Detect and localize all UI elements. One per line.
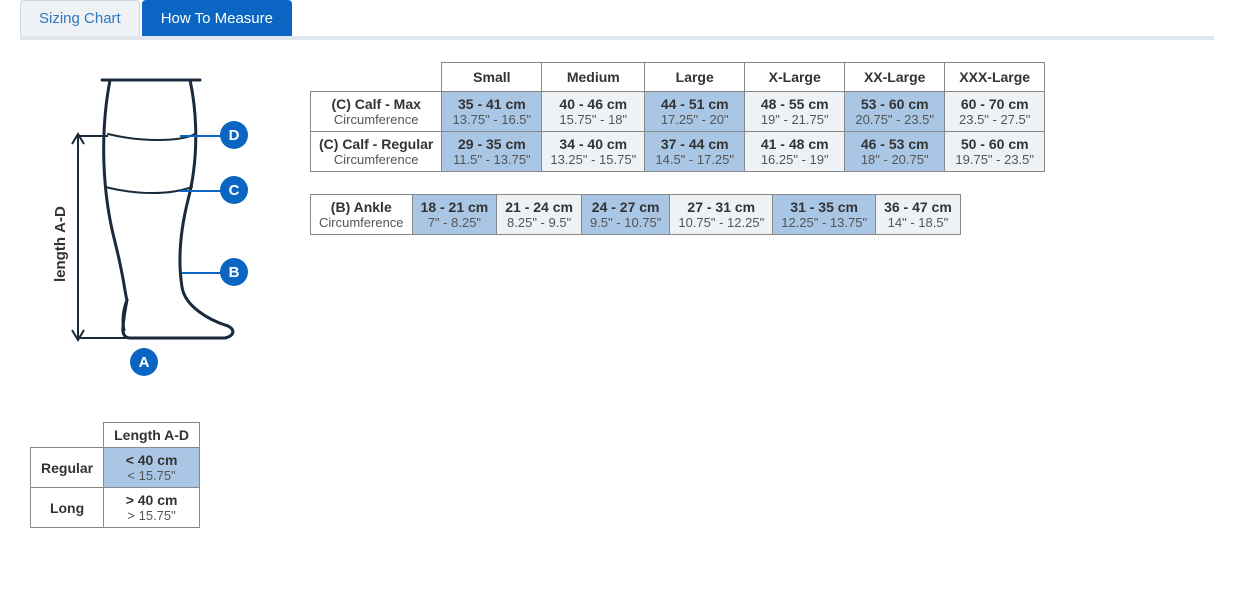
tab-bar: Sizing Chart How To Measure — [20, 0, 1214, 40]
marker-c: C — [220, 176, 248, 204]
size-cell: 24 - 27 cm9.5" - 10.75" — [581, 195, 669, 235]
length-table-header: Length A-D — [104, 423, 200, 448]
marker-line-b — [182, 272, 222, 274]
ankle-size-table: (B) AnkleCircumference18 - 21 cm7" - 8.2… — [310, 194, 961, 235]
size-col-header: X-Large — [745, 63, 845, 92]
length-label: length A-D — [52, 206, 69, 282]
size-cell: 40 - 46 cm15.75" - 18" — [542, 92, 645, 132]
size-col-header: Large — [645, 63, 745, 92]
size-col-header: XXX-Large — [945, 63, 1045, 92]
marker-b: B — [220, 258, 248, 286]
size-row-header: (C) Calf - RegularCircumference — [311, 132, 442, 172]
marker-a: A — [130, 348, 158, 376]
marker-d: D — [220, 121, 248, 149]
length-cell: < 40 cm< 15.75" — [104, 448, 200, 488]
calf-size-table: SmallMediumLargeX-LargeXX-LargeXXX-Large… — [310, 62, 1045, 172]
length-table: Length A-D Regular< 40 cm< 15.75"Long> 4… — [30, 422, 200, 528]
size-row-header: (C) Calf - MaxCircumference — [311, 92, 442, 132]
size-cell: 48 - 55 cm19" - 21.75" — [745, 92, 845, 132]
size-cell: 60 - 70 cm23.5" - 27.5" — [945, 92, 1045, 132]
size-cell: 31 - 35 cm12.25" - 13.75" — [773, 195, 876, 235]
length-row-label: Long — [31, 488, 104, 528]
size-cell: 44 - 51 cm17.25" - 20" — [645, 92, 745, 132]
tab-how-to-measure[interactable]: How To Measure — [142, 0, 292, 36]
size-cell: 36 - 47 cm14" - 18.5" — [876, 195, 961, 235]
leg-diagram: length A-D D C B A Length A-D Regular< 4… — [20, 62, 270, 528]
size-cell: 46 - 53 cm18" - 20.75" — [845, 132, 945, 172]
marker-line-d — [180, 135, 222, 137]
size-cell: 18 - 21 cm7" - 8.25" — [412, 195, 497, 235]
size-cell: 27 - 31 cm10.75" - 12.25" — [670, 195, 773, 235]
size-table-corner — [311, 63, 442, 92]
size-cell: 34 - 40 cm13.25" - 15.75" — [542, 132, 645, 172]
size-cell: 50 - 60 cm19.75" - 23.5" — [945, 132, 1045, 172]
size-cell: 21 - 24 cm8.25" - 9.5" — [497, 195, 582, 235]
size-col-header: XX-Large — [845, 63, 945, 92]
size-row-header: (B) AnkleCircumference — [311, 195, 413, 235]
size-cell: 53 - 60 cm20.75" - 23.5" — [845, 92, 945, 132]
tab-sizing-chart[interactable]: Sizing Chart — [20, 0, 140, 36]
length-table-corner — [31, 423, 104, 448]
size-cell: 29 - 35 cm11.5" - 13.75" — [442, 132, 542, 172]
size-col-header: Medium — [542, 63, 645, 92]
length-cell: > 40 cm> 15.75" — [104, 488, 200, 528]
length-row-label: Regular — [31, 448, 104, 488]
size-cell: 35 - 41 cm13.75" - 16.5" — [442, 92, 542, 132]
size-cell: 37 - 44 cm14.5" - 17.25" — [645, 132, 745, 172]
marker-line-c — [180, 190, 222, 192]
size-cell: 41 - 48 cm16.25" - 19" — [745, 132, 845, 172]
size-col-header: Small — [442, 63, 542, 92]
